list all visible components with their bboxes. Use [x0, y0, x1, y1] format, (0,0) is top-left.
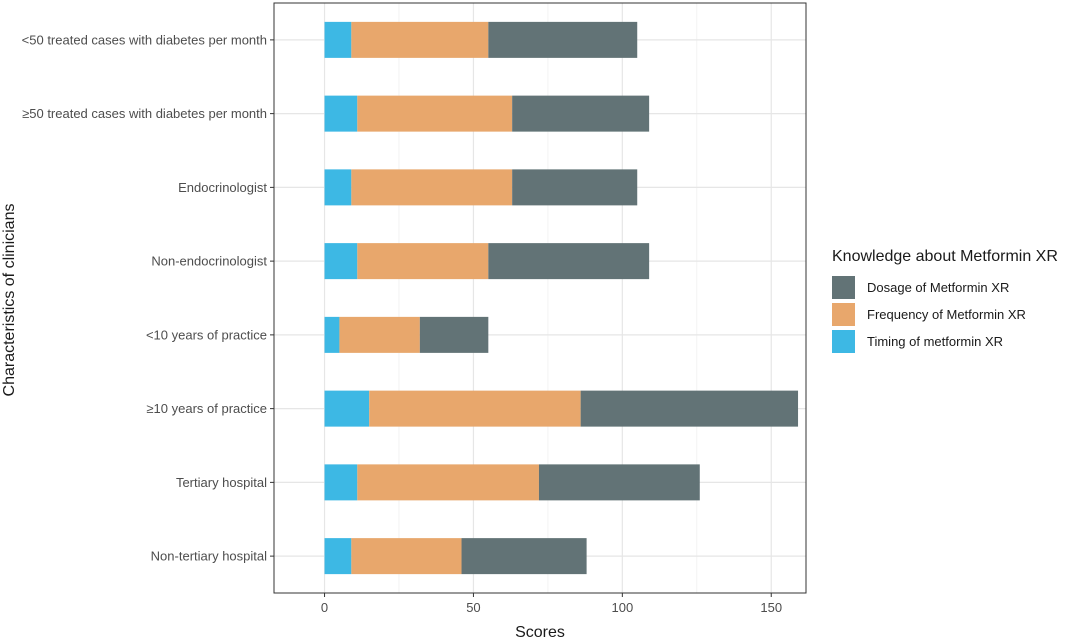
y-tick-label: ≥50 treated cases with diabetes per mont…	[22, 106, 267, 121]
bar-frequency-3	[351, 169, 513, 206]
x-axis-title: Scores	[515, 624, 565, 640]
bar-dosage-6	[580, 390, 799, 427]
bar-dosage-4	[488, 243, 650, 280]
y-tick-label: <10 years of practice	[146, 327, 267, 342]
bar-dosage-1	[488, 21, 638, 58]
x-axis: 0 50 100 150	[321, 593, 782, 615]
legend-title: Knowledge about Metformin XR	[832, 248, 1058, 265]
bar-frequency-8	[351, 538, 462, 575]
legend-item-timing: Timing of metformin XR	[832, 328, 1058, 355]
legend-swatch-dosage	[832, 276, 855, 299]
bar-frequency-2	[357, 95, 513, 132]
y-tick-label: Non-endocrinologist	[151, 254, 267, 269]
bar-timing-2	[324, 95, 358, 132]
legend-swatch-frequency	[832, 303, 855, 326]
bar-dosage-5	[419, 316, 489, 353]
bar-timing-6	[324, 390, 370, 427]
legend-label-timing: Timing of metformin XR	[867, 334, 1004, 349]
bar-marks	[324, 21, 799, 575]
legend-label-dosage: Dosage of Metformin XR	[867, 280, 1010, 295]
bar-timing-4	[324, 243, 358, 280]
y-tick-label: ≥10 years of practice	[146, 401, 267, 416]
bar-frequency-7	[357, 464, 539, 501]
y-tick-label: Non-tertiary hospital	[151, 549, 267, 564]
legend-label-frequency: Frequency of Metformin XR	[867, 307, 1026, 322]
bar-timing-5	[324, 316, 340, 353]
y-tick-label: Endocrinologist	[178, 180, 267, 195]
bar-timing-8	[324, 538, 352, 575]
bar-frequency-5	[339, 316, 420, 353]
legend-item-frequency: Frequency of Metformin XR	[832, 301, 1058, 328]
bar-frequency-1	[351, 21, 489, 58]
y-axis: <50 treated cases with diabetes per mont…	[22, 32, 274, 564]
bar-dosage-3	[512, 169, 638, 206]
grid-lines	[274, 3, 806, 593]
legend-item-dosage: Dosage of Metformin XR	[832, 274, 1058, 301]
x-tick-label: 0	[321, 600, 328, 615]
x-tick-label: 50	[466, 600, 480, 615]
bar-frequency-6	[369, 390, 581, 427]
bar-timing-3	[324, 169, 352, 206]
bar-timing-1	[324, 21, 352, 58]
y-tick-label: Tertiary hospital	[176, 475, 267, 490]
y-axis-title: Characteristics of clinicians	[1, 204, 18, 397]
x-tick-label: 150	[760, 600, 782, 615]
y-tick-label: <50 treated cases with diabetes per mont…	[22, 32, 267, 47]
legend: Knowledge about Metformin XR Dosage of M…	[832, 248, 1058, 355]
bar-timing-7	[324, 464, 358, 501]
bar-dosage-8	[461, 538, 587, 575]
x-tick-label: 100	[611, 600, 633, 615]
bar-frequency-4	[357, 243, 489, 280]
bar-dosage-7	[538, 464, 700, 501]
bar-dosage-2	[512, 95, 650, 132]
plot-panel-border	[273, 2, 807, 594]
legend-swatch-timing	[832, 330, 855, 353]
